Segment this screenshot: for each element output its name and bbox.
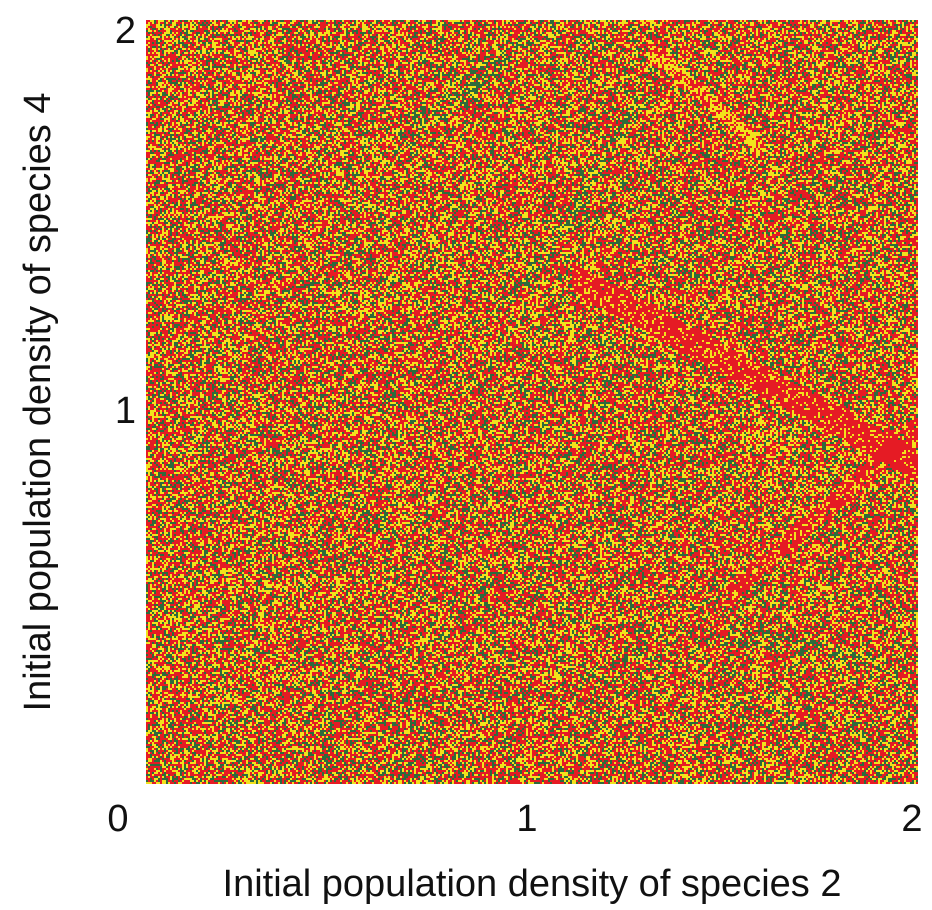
heatmap-plot-area	[146, 20, 918, 784]
x-axis-label: Initial population density of species 2	[222, 863, 842, 905]
y-axis-label-container: Initial population density of species 4	[0, 20, 76, 784]
y-tick-label-1: 1	[114, 390, 136, 432]
x-tick-label-1: 1	[516, 798, 538, 840]
y-tick-label-2: 2	[114, 10, 136, 52]
y-axis-label: Initial population density of species 4	[17, 92, 59, 712]
x-tick-label-2: 2	[901, 798, 923, 840]
x-tick-label-0: 0	[107, 798, 129, 840]
